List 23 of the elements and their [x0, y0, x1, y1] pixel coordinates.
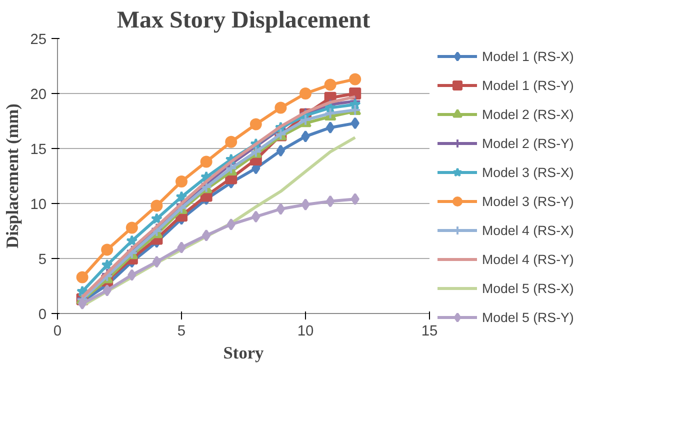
legend-label: Model 2 (RS-Y): [482, 136, 575, 150]
y-tick-label: 5: [38, 252, 47, 268]
legend-label: Model 5 (RS-X): [482, 280, 575, 296]
chart-title: Max Story Displacement: [116, 8, 370, 34]
legend-label: Model 3 (RS-X): [482, 164, 575, 180]
x-axis-title: Story: [223, 344, 264, 362]
legend-label: Model 4 (RS-Y): [482, 252, 575, 266]
y-axis-title: Displacement (mm): [3, 103, 22, 248]
legend-label: Model 4 (RS-X): [482, 222, 575, 238]
y-tick-label: 10: [30, 197, 47, 213]
legend-label: Model 1 (RS-Y): [482, 78, 575, 92]
x-tick-label: 10: [297, 324, 314, 340]
y-tick-label: 0: [38, 307, 47, 323]
y-tick-label: 20: [30, 87, 47, 103]
legend-label: Model 3 (RS-Y): [482, 194, 575, 208]
y-tick-label: 25: [30, 32, 47, 48]
x-tick-label: 5: [177, 324, 186, 340]
x-tick-label: 15: [421, 324, 438, 340]
y-tick-label: 15: [30, 142, 47, 158]
legend-label: Model 2 (RS-X): [482, 106, 575, 122]
legend-label: Model 1 (RS-X): [482, 48, 575, 64]
legend-label: Model 5 (RS-Y): [482, 310, 575, 324]
x-tick-label: 0: [53, 324, 62, 340]
